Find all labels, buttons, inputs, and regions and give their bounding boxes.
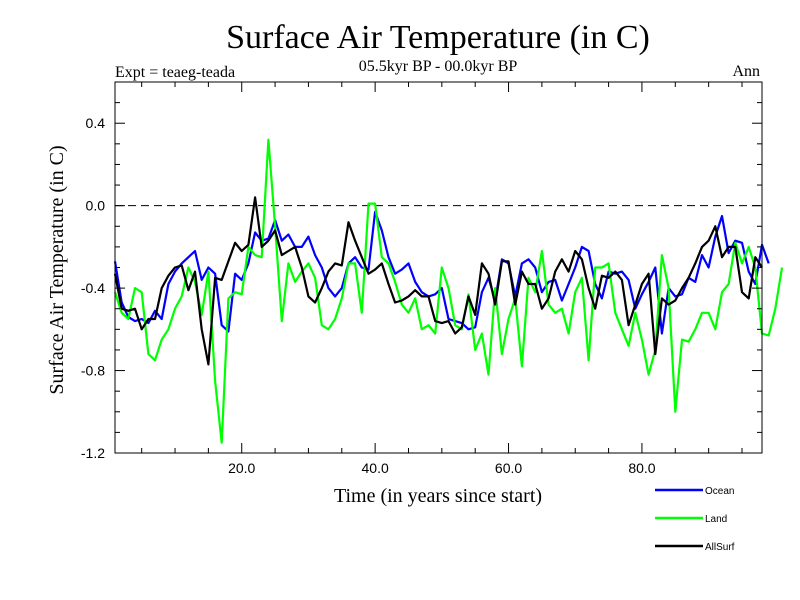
chart-subtitle: 05.5kyr BP - 00.0kyr BP [359, 58, 518, 75]
legend-label-land: Land [705, 514, 727, 525]
x-tick-label: 40.0 [362, 460, 389, 476]
y-tick-label: -0.8 [81, 363, 105, 379]
chart-title: Surface Air Temperature (in C) [226, 19, 650, 56]
experiment-label: Expt = teaeg-teada [115, 64, 235, 81]
legend: Ocean Land AllSurf [655, 486, 735, 553]
y-tick-label: 0.0 [86, 198, 106, 214]
y-tick-label: 0.4 [86, 115, 106, 131]
y-axis-label: Surface Air Temperature (in C) [46, 145, 68, 394]
y-tick-label: -0.4 [81, 280, 105, 296]
series-line-allsurf [113, 196, 763, 366]
series-line-land [113, 138, 784, 444]
season-label: Ann [732, 63, 760, 80]
plot-area: 20.0 40.0 60.0 80.0 -1.2 -0.8 -0.4 0.0 0.4 [81, 81, 784, 476]
x-tick-label: 60.0 [495, 460, 522, 476]
x-tick-label: 80.0 [628, 460, 655, 476]
x-tick-label: 20.0 [228, 460, 255, 476]
y-tick-label: -1.2 [81, 445, 105, 461]
legend-label-allsurf: AllSurf [705, 542, 735, 553]
legend-label-ocean: Ocean [705, 486, 734, 497]
x-axis-label: Time (in years since start) [334, 485, 542, 507]
